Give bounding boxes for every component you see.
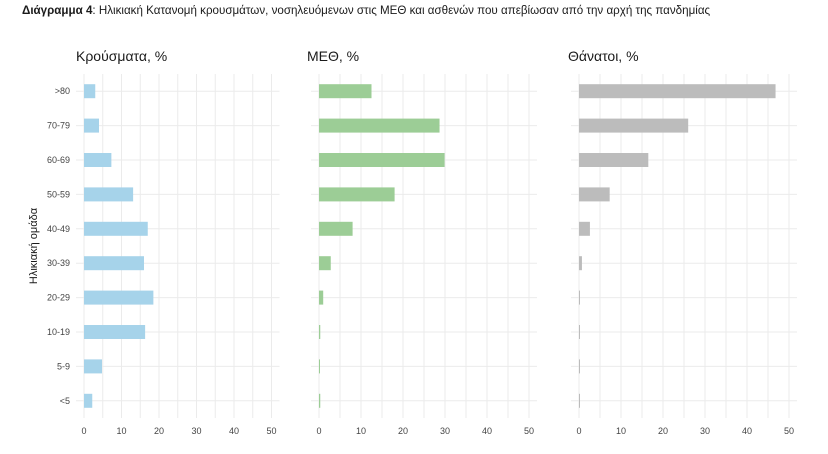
age-group-label: 50-59: [47, 189, 70, 199]
age-group-label: 70-79: [47, 121, 70, 131]
age-group-label: 40-49: [47, 224, 70, 234]
bar: [319, 393, 321, 408]
age-group-label: 60-69: [47, 155, 70, 165]
bar: [84, 84, 96, 99]
caption-label: Διάγραμμα 4: [22, 4, 93, 17]
bar: [84, 153, 112, 167]
bar: [319, 290, 324, 305]
x-tick-label: 40: [229, 426, 239, 436]
bar: [579, 153, 649, 167]
bar: [319, 256, 331, 271]
x-tick-label: 20: [658, 426, 668, 436]
panel: 0 10 20 30 40 50 ΜΕΘ, %: [307, 48, 537, 436]
bar: [84, 118, 99, 133]
age-group-label: <5: [60, 396, 70, 406]
x-tick-label: 30: [191, 426, 201, 436]
age-group-label: >80: [55, 86, 70, 96]
bar: [319, 359, 320, 374]
bar: [84, 187, 134, 202]
panel-title: Κρούσματα, %: [76, 48, 167, 64]
age-group-label: 30-39: [47, 258, 70, 268]
bar: [84, 290, 154, 305]
x-tick-label: 20: [398, 426, 408, 436]
caption-text: : Ηλικιακή Κατανομή κρουσμάτων, νοσηλευό…: [92, 4, 711, 17]
age-group-label: 20-29: [47, 293, 70, 303]
x-tick-label: 30: [440, 426, 450, 436]
age-group-label: 5-9: [57, 361, 70, 371]
age-group-axis: >80 70-79 60-69 50-59 40-49 30-39 20-29 10-19 5-…: [47, 86, 70, 406]
panel: 0 10 20 30 40 50 Κρούσματα, %: [76, 48, 280, 436]
bar: [319, 221, 353, 236]
chart-caption: Διάγραμμα 4: Ηλικιακή Κατανομή κρουσμάτω…: [22, 4, 710, 17]
x-tick-label: 0: [81, 426, 86, 436]
x-tick-label: 10: [356, 426, 366, 436]
x-tick-label: 0: [316, 426, 321, 436]
x-tick-label: 50: [784, 426, 794, 436]
x-tick-label: 50: [266, 426, 276, 436]
bar: [579, 359, 580, 374]
bar: [84, 359, 102, 374]
bar: [319, 118, 440, 133]
bar: [84, 393, 93, 408]
bar: [579, 187, 610, 202]
bar: [84, 325, 146, 339]
y-axis-title: Ηλικιακή ομάδα: [28, 207, 40, 284]
bar: [84, 221, 148, 236]
x-tick-label: 30: [700, 426, 710, 436]
panel-title: ΜΕΘ, %: [307, 48, 359, 64]
bar: [84, 256, 144, 271]
x-tick-label: 20: [154, 426, 164, 436]
chart-panels: 0 10 20 30 40 50 Κρούσματα, % 0 10 20 30 40 50 ΜΕΘ, %…: [76, 48, 797, 436]
age-group-label: 10-19: [47, 327, 70, 337]
panel-title: Θάνατοι, %: [568, 48, 639, 64]
x-tick-label: 0: [576, 426, 581, 436]
bar: [319, 325, 321, 339]
x-tick-label: 10: [116, 426, 126, 436]
x-tick-label: 40: [742, 426, 752, 436]
x-tick-label: 10: [616, 426, 626, 436]
bar: [319, 84, 372, 99]
x-tick-label: 50: [524, 426, 534, 436]
bar: [319, 187, 395, 202]
bar: [579, 325, 580, 339]
bar: [319, 153, 445, 167]
bar: [579, 84, 776, 99]
bar: [579, 118, 689, 133]
bar: [579, 393, 580, 408]
bar: [579, 221, 590, 236]
panel: 0 10 20 30 40 50 Θάνατοι, %: [568, 48, 797, 436]
bar: [579, 256, 582, 271]
x-tick-label: 40: [482, 426, 492, 436]
bar: [579, 290, 580, 305]
